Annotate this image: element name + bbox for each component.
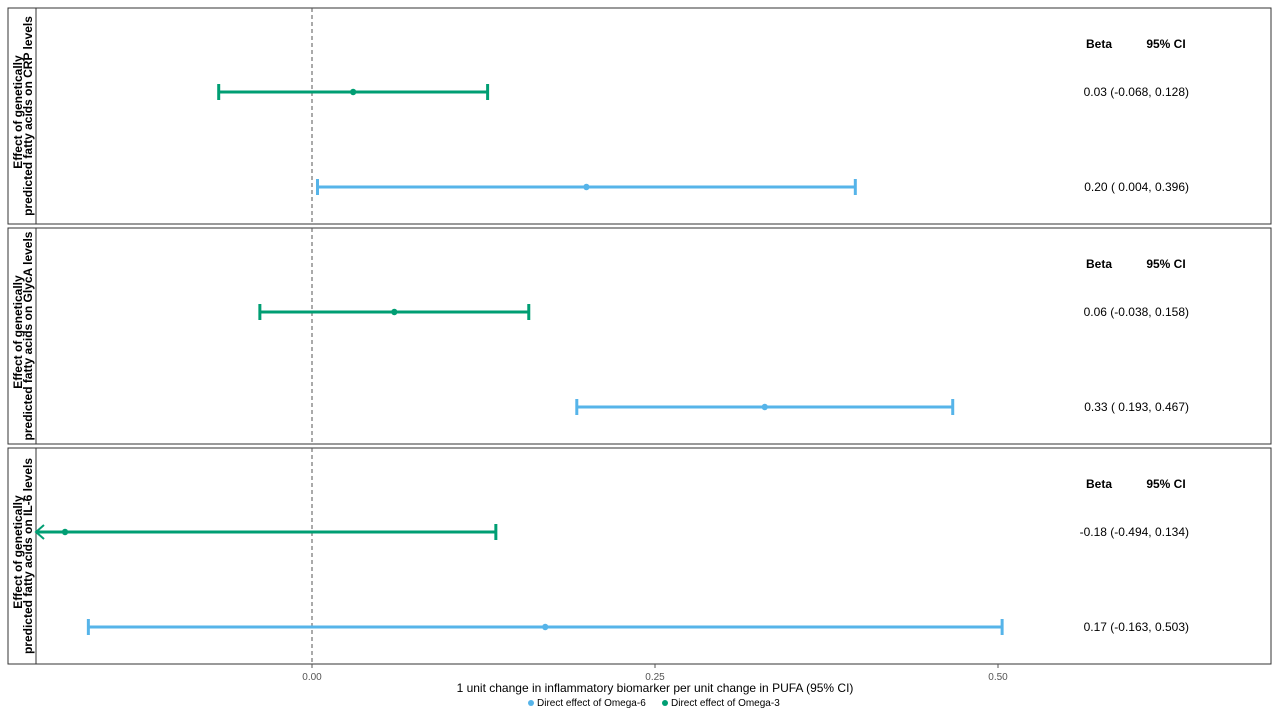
point-estimate (61, 528, 69, 536)
estimate-text: 0.33 ( 0.193, 0.467) (1084, 400, 1189, 414)
panel-label-line1: Effect of genetically (11, 275, 25, 389)
panel-label-line2: predicted fatty acids on GlycA levels (21, 231, 35, 440)
x-tick-label: 0.50 (988, 672, 1008, 683)
panel-label-line2: predicted fatty acids on CRP levels (21, 16, 35, 216)
panel-frame (7, 227, 1272, 445)
estimate-text: 0.17 (-0.163, 0.503) (1084, 620, 1189, 634)
legend-label-omega6: Direct effect of Omega-6 (537, 698, 646, 709)
legend-label-omega3: Direct effect of Omega-3 (671, 698, 780, 709)
x-tick-label: 0.25 (645, 672, 665, 683)
beta-header: Beta (1086, 37, 1112, 51)
ci-header: 95% CI (1146, 257, 1185, 271)
ci-arrow-left (34, 524, 45, 540)
beta-header: Beta (1086, 477, 1112, 491)
point-estimate (391, 308, 398, 316)
point-estimate (761, 403, 768, 411)
x-axis-title: 1 unit change in inflammatory biomarker … (457, 681, 854, 695)
estimate-text: -0.18 (-0.494, 0.134) (1080, 525, 1189, 539)
legend-marker-omega3 (662, 700, 668, 706)
ci-header: 95% CI (1146, 37, 1185, 51)
estimate-text: 0.20 ( 0.004, 0.396) (1084, 180, 1189, 194)
estimate-text: 0.06 (-0.038, 0.158) (1084, 305, 1189, 319)
legend-marker-omega6 (528, 700, 534, 706)
x-tick-label: 0.00 (302, 672, 322, 683)
point-estimate (583, 183, 590, 191)
panel-label-line1: Effect of genetically (11, 55, 25, 169)
panel-label-line1: Effect of genetically (11, 495, 25, 609)
ci-header: 95% CI (1146, 477, 1185, 491)
estimate-text: 0.03 (-0.068, 0.128) (1084, 85, 1189, 99)
beta-header: Beta (1086, 257, 1112, 271)
point-estimate (542, 623, 549, 631)
panel-frame (7, 447, 1272, 665)
panel-frame (7, 7, 1272, 225)
point-estimate (349, 88, 357, 96)
panel-label-line2: predicted fatty acids on IL-6 levels (21, 458, 35, 654)
